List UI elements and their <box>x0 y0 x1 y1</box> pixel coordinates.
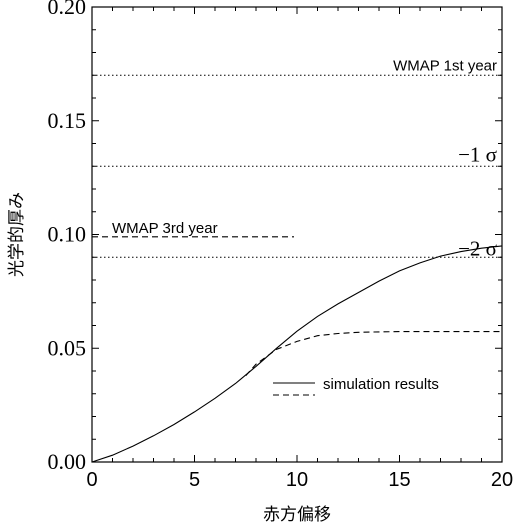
x-axis-label: 赤方偏移 <box>263 505 331 525</box>
legend: simulation results <box>273 376 439 396</box>
y-tick-label: 0.20 <box>48 0 87 19</box>
reference-lines: WMAP 1st year −1 σ WMAP 3rd year −2 σ <box>92 57 502 260</box>
series-line <box>245 331 502 376</box>
series-layer <box>91 245 503 463</box>
x-tick-label: 5 <box>189 469 200 491</box>
y-tick-label: 0.15 <box>48 108 87 133</box>
legend-label: simulation results <box>323 376 439 393</box>
x-tick-label: 0 <box>86 469 97 491</box>
reference-line-label: WMAP 3rd year <box>112 220 218 237</box>
ticks-layer: 0.00 0.05 0.10 0.15 0.20 0 5 10 15 20 <box>48 0 514 491</box>
x-tick-label: 10 <box>286 469 308 491</box>
y-axis-label: 光学的厚み <box>7 192 27 277</box>
reference-line-label: −1 σ <box>458 142 497 166</box>
y-tick-label: 0.00 <box>48 449 87 474</box>
reference-line-label: WMAP 1st year <box>393 57 497 74</box>
y-tick-label: 0.05 <box>48 335 87 360</box>
series-line <box>91 245 503 463</box>
y-tick-label: 0.10 <box>48 222 87 247</box>
x-tick-label: 15 <box>388 469 410 491</box>
reference-line-label: −2 σ <box>458 236 497 260</box>
x-tick-label: 20 <box>491 469 513 491</box>
